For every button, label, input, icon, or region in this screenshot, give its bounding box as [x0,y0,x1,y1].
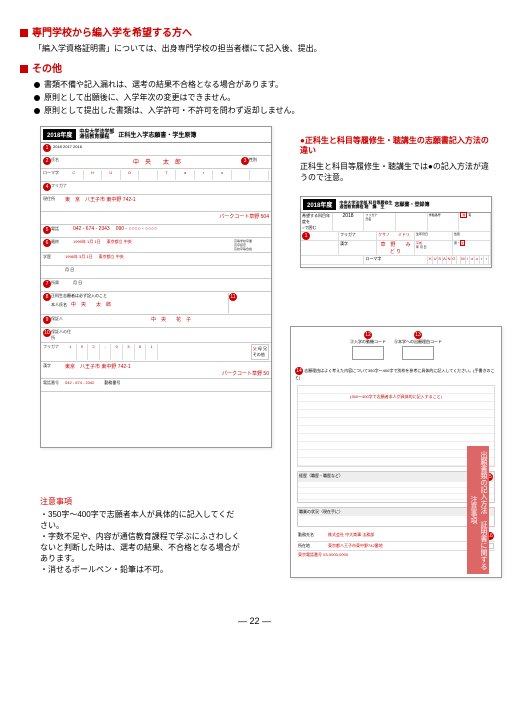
section-other: その他 書類不備や記入漏れは、選考の結果不合格となる場合があります。 原則として… [20,60,489,116]
badge-14-icon: 14 [295,367,303,375]
circle-bullet-icon [34,108,40,114]
form-header: 2018年度 中央大学法学部通信教育課程 正科生入学志願書・学生原簿 [41,127,271,143]
side-note-body: 正科生と科目等履修生・聴講生では●の記入方法が違うので注意。 [300,161,490,183]
section1-heading: 専門学校から編入学を希望する方へ [20,24,489,39]
form-row-address: 現住所 東 京 八王子市 東中野 742-1 [41,195,271,212]
bottom-notes: 注意事項 ・350字～400字で志願者本人が具体的に記入してください。 ・字数不… [40,496,240,575]
note-item: ・350字～400字で志願者本人が具体的に記入してください。 [40,509,240,531]
side-note: ●正科生と科目等履修生・聴講生の志願書記入方法の違い 正科生と科目等履修生・聴講… [300,136,490,183]
form-row-tel-bottom: 電話番号 042 - 674 - 2342 勤務番号 [41,379,271,392]
form-row-honnin: 8 正科生志願者は必ず記入のこと 本人氏名 中 央 太 郎 11 [41,292,271,315]
section-transfer: 専門学校から編入学を希望する方へ 「編入学資格証明書」については、出身専門学校の… [20,24,489,54]
badge-4-icon: 4 [43,183,51,191]
badge-13-icon: 13 [414,331,422,339]
form-row: 10 保証人の住所 [41,328,271,343]
code-boxes: 12 ③入学の動機コード 13 ⑤本学への出願理由コード [291,327,501,365]
badge-8-icon: 8 [43,293,51,301]
applicant-name: 中 央 太 郎 [73,157,241,167]
badge-9-icon: 9 [43,316,51,324]
badge-1-icon: 1 [302,232,310,240]
form-row-addr-kana: 4 フリガナ [41,182,271,195]
form-row-name: 2 氏名 中 央 太 郎 3 性別 [41,156,271,169]
bullet-item: 原則として出願後に、入学年次の変更はできません。 [34,92,489,103]
side-note-title: ●正科生と科目等履修生・聴講生の志願書記入方法の違い [300,136,490,157]
badge-3-icon: 3 [241,157,249,165]
note-item: ・消せるボールペン・鉛筆は不可。 [40,564,240,575]
circle-bullet-icon [34,95,40,101]
job-section: 職業の状況（現在手に） [297,507,495,527]
small-application-form: 2018年度 中央大学法学部 科目等履修生通信教育課程 聴 講 生 志願書・登録… [300,196,492,268]
notes-title: 注意事項 [40,496,240,507]
badge-5-icon: 5 [43,226,51,234]
square-bullet-icon [20,65,28,73]
year-badge: 2018年度 [303,199,336,210]
form-row-code: フリガナ 192-0351 父 母 兄その他 [41,343,271,362]
page-number: — 22 — [20,616,489,626]
form-row-edu1: 6 最終 1999年 1月 1日 東京都立 中央 高等学校卒業高卒認定高校卒等合… [41,238,271,253]
form-row: 月 日 [41,266,271,279]
badge-11-icon: 11 [229,293,237,301]
career-section: 経歴（職歴・職歴など） 15 [297,471,495,503]
form-row-edu2: 学歴 1996年 3月 1日 東京都立 中央 [41,253,271,266]
section2-heading: その他 [20,60,489,75]
form-row-tel: 5 電話 042 - 674 - 2343 090 - ○○○○ - ○○○○ [41,225,271,238]
form-header: 2018年度 中央大学法学部 科目等履修生通信教育課程 聴 講 生 志願書・登録… [301,197,491,213]
badge-7-icon: 7 [43,280,51,288]
main-application-form: 2018年度 中央大学法学部通信教育課程 正科生入学志願書・学生原簿 1 201… [40,126,272,448]
form-row-addr-bottom: 漢字 東京 八王子市 東中野 742-1パークコート草野 50 [41,362,271,379]
forms-area: 2018年度 中央大学法学部通信教育課程 正科生入学志願書・学生原簿 1 201… [20,126,489,606]
essay-grid: (350～400字で志願者本人が具体的に記入すること) [297,385,495,467]
bullet-item: 原則として提出した書類は、入学許可・不許可を問わず返却しません。 [34,105,489,116]
circle-bullet-icon [34,82,40,88]
instruction-text: 14 志願理由はよく考えた内容について350字～400字で別枠を参考に具体的に記… [291,365,501,383]
section2-title: その他 [32,64,62,75]
side-tab: 出願書類の記入方法 証明書に関する注意事項 [467,446,489,574]
form-row: 1 2018 2017 2016 [41,143,271,156]
year-badge: 2018年度 [43,129,76,140]
badge-10-icon: 10 [43,329,51,337]
form-title: 正科生入学志願書・学生原簿 [118,130,196,139]
badge-6-icon: 6 [43,239,51,247]
section1-body: 「編入学資格証明書」については、出身専門学校の担当者様にて記入後、提出。 [34,43,489,54]
note-item: ・字数不足や、内容が通信教育課程で学ぶにふさわしくないと判断した時は、選考の結果… [40,531,240,564]
form-row-address2: パークコート草野 504 [41,212,271,225]
mini-table: 希望する科目年度を○で囲む 2018 フリガナ氏名 学籍番号 無 有 1 フリガ… [301,213,491,265]
form-row-roma: ローマ字 CHUOTaro [41,169,271,182]
form-row-family: 9 保証人 中 央 花 子 [41,315,271,328]
square-bullet-icon [20,29,28,37]
badge-2-icon: 2 [43,157,51,165]
badge-12-icon: 12 [364,331,372,339]
section1-title: 専門学校から編入学を希望する方へ [32,28,192,39]
employer-section: 勤務先名 株式会社 中大商事 法務部 16 所在地 東京都八王子市東中野742番… [297,531,495,559]
form-row: 7 所属 月 日 [41,279,271,292]
bullet-item: 書類不備や記入漏れは、選考の結果不合格となる場合があります。 [34,79,489,90]
badge-1-icon: 1 [43,144,51,152]
